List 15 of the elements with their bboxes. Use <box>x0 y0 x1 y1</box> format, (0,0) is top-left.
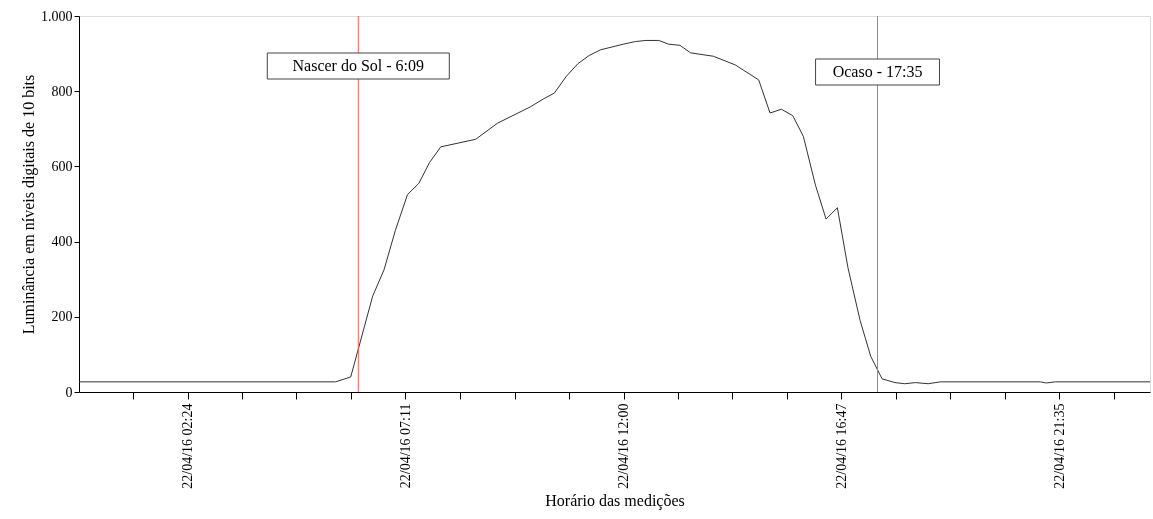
y-tick-label: 800 <box>51 83 73 99</box>
y-tick-label: 400 <box>51 234 73 250</box>
ref-line-label: Nascer do Sol - 6:09 <box>292 57 425 74</box>
y-tick-label: 600 <box>51 158 73 174</box>
y-tick-label: 1.000 <box>41 8 73 24</box>
y-axis-title: Luminância em níveis digitais de 10 bits <box>20 74 38 335</box>
ref-line-label: Ocaso - 17:35 <box>832 63 923 80</box>
x-tick-label: 22/04/16 02:24 <box>180 403 196 489</box>
y-tick-label: 200 <box>51 309 73 325</box>
x-axis-title: Horário das medições <box>545 491 685 510</box>
y-tick-label: 0 <box>65 384 73 400</box>
x-tick-label: 22/04/16 21:35 <box>1051 403 1067 489</box>
x-tick-label: 22/04/16 07:11 <box>397 403 413 489</box>
x-tick-label: 22/04/16 16:47 <box>833 403 849 489</box>
x-tick-label: 22/04/16 12:00 <box>616 403 632 489</box>
